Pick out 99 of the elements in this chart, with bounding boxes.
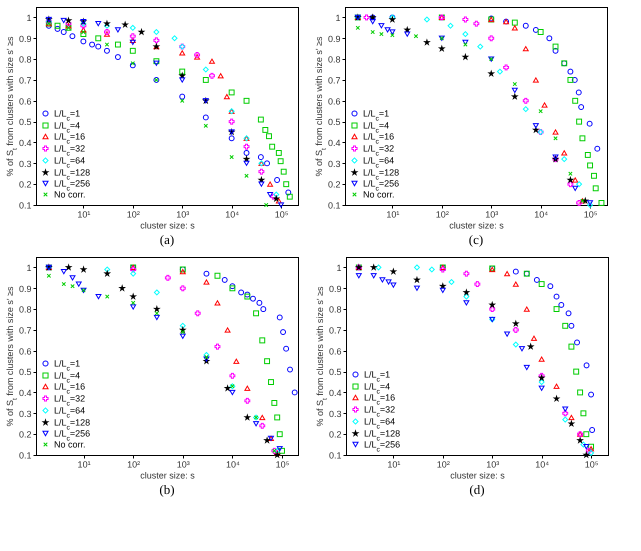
legend-label: L/L$_{c}$=128 [363,168,400,181]
legend-label: L/L$_{c}$=256 [364,440,400,453]
legend-label: L/L$_{c}$=1 [54,108,80,122]
legend-label: L/L$_{c}$=16 [364,392,396,406]
y-tick-label: 0.9 [328,34,340,44]
legend-label: No corr. [54,440,86,450]
x-tick-label: 10² [126,210,140,220]
y-tick-label: 0.1 [18,450,32,460]
text: (c) [468,232,484,247]
y-tick-label: 0.5 [18,367,32,378]
y-tick-label: 0.3 [18,408,32,419]
y-tick-label: 0.6 [328,96,340,106]
y-tick-label: 0.5 [328,117,340,128]
text: (b) [159,482,175,497]
x-tick-label: 10³ [485,210,498,220]
y-tick-label: 0.9 [18,284,32,294]
y-tick-label: 0.2 [328,180,340,190]
x-tick-label: 10⁵ [584,210,598,220]
y-tick-label: 0.8 [328,54,340,65]
text: (a) [160,232,174,247]
y-tick-label: 0.4 [328,138,340,148]
y-tick-label: 0.8 [18,304,32,315]
text: (d) [469,482,485,497]
y-tick-label: 1 [336,262,342,273]
x-tick-label: 10³ [176,460,190,470]
y-tick-label: 0.2 [328,430,342,440]
x-tick-label: 10¹ [387,460,400,470]
legend-label: L/L$_{c}$=128 [54,418,90,431]
legend-label: L/L$_{c}$=256 [363,178,400,192]
y-tick-label: 0.8 [328,304,342,315]
x-tick-label: 10² [436,210,449,220]
x-tick-label: 10² [127,460,140,470]
y-tick-label: 0.9 [328,284,342,294]
legend-label: L/L$_{c}$=32 [363,144,394,157]
legend-label: L/L$_{c}$=1 [54,358,80,372]
y-tick-label: 0.9 [18,34,32,44]
y-tick-label: 0.6 [328,346,342,356]
legend-label: L/L$_{c}$=1 [364,370,390,383]
legend-label: L/L$_{c}$=64 [54,406,86,419]
x-axis-title: cluster size: s [450,470,506,480]
y-tick-label: 0.7 [328,75,340,86]
x-tick-label: 10³ [176,210,190,220]
x-tick-label: 10⁴ [225,210,240,220]
y-tick-label: 0.5 [328,367,342,378]
legend-label: L/L$_{c}$=128 [54,168,90,181]
y-tick-label: 0.4 [18,138,32,148]
x-tick-label: 10¹ [77,210,90,220]
y-tick-label: 0.6 [18,96,32,106]
y-tick-label: 0.6 [18,346,32,356]
legend-label: No corr. [363,190,395,200]
y-tick-label: 1 [26,262,32,273]
legend-label: L/L$_{c}$=4 [54,370,80,384]
legend-label: L/L$_{c}$=4 [363,120,390,134]
x-tick-label: 10¹ [386,210,400,220]
legend-label: L/L$_{c}$=64 [54,156,86,169]
x-axis-title: cluster size: s [140,220,196,230]
y-tick-label: 0.3 [18,158,32,169]
y-tick-label: 0.4 [18,388,32,398]
legend-label: L/L$_{c}$=256 [54,428,90,442]
x-tick-label: 10⁴ [534,210,548,220]
y-tick-label: 0.7 [328,325,342,336]
y-tick-label: 1 [335,12,340,23]
legend-label: L/L$_{c}$=16 [54,132,86,145]
x-tick-label: 10⁵ [276,460,290,470]
y-tick-label: 0.1 [328,450,342,460]
y-tick-label: 0.5 [18,117,32,128]
legend-label: L/L$_{c}$=32 [364,404,396,418]
legend-label: L/L$_{c}$=256 [54,178,90,192]
y-tick-label: 0.7 [18,75,32,86]
legend-label: L/L$_{c}$=32 [54,394,86,407]
x-tick-label: 10⁵ [274,210,289,220]
y-tick-label: 0.3 [328,158,340,169]
x-tick-label: 10¹ [78,460,91,470]
legend-label: L/L$_{c}$=128 [364,428,400,442]
x-axis-title: cluster size: s [449,220,504,230]
legend-label: L/L$_{c}$=16 [363,132,394,145]
legend-label: L/L$_{c}$=16 [54,382,86,395]
y-tick-label: 0.8 [18,54,32,65]
y-tick-label: 0.2 [18,430,32,440]
x-tick-label: 10⁵ [584,460,599,470]
y-tick-label: 0.4 [328,388,342,398]
legend-label: L/L$_{c}$=64 [364,416,396,430]
y-tick-label: 1 [26,12,32,23]
legend-label: L/L$_{c}$=64 [363,156,394,169]
x-tick-label: 10⁴ [226,460,240,470]
y-tick-label: 0.3 [328,408,342,419]
legend-label: L/L$_{c}$=4 [364,382,390,395]
x-axis-title: cluster size: s [140,470,196,480]
y-tick-label: 0.7 [18,325,32,336]
y-tick-label: 0.1 [18,200,32,210]
legend-label: L/L$_{c}$=4 [54,120,80,134]
y-tick-label: 0.1 [328,200,340,210]
x-tick-label: 10² [436,460,450,470]
y-tick-label: 0.2 [18,180,32,190]
legend-label: No corr. [54,190,86,200]
legend-label: L/L$_{c}$=32 [54,144,86,157]
legend-label: L/L$_{c}$=1 [363,108,390,122]
x-tick-label: 10⁴ [535,460,550,470]
x-tick-label: 10³ [486,460,500,470]
